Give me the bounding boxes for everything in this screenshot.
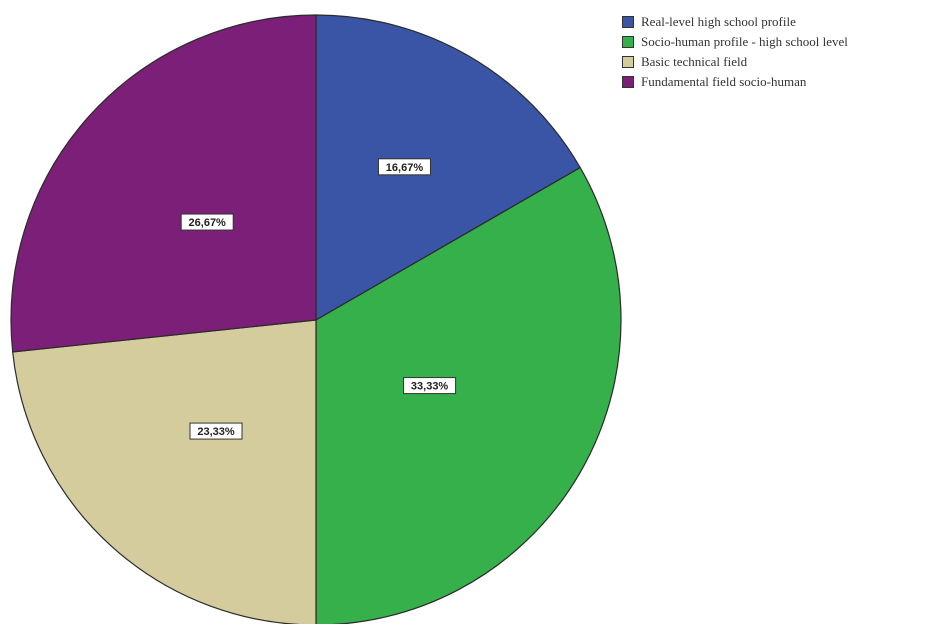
legend-swatch xyxy=(622,36,634,48)
pie-slices xyxy=(10,14,622,624)
legend-swatch xyxy=(622,76,634,88)
data-label-text: 23,33% xyxy=(197,426,235,438)
legend-label: Socio-human profile - high school level xyxy=(641,34,848,49)
data-label-real-level-high-school-profile: 16,67% xyxy=(377,158,431,176)
data-label-text: 26,67% xyxy=(189,217,227,229)
data-label-box xyxy=(189,422,243,440)
legend-swatch xyxy=(622,16,634,28)
data-label-text: 33,33% xyxy=(411,381,449,393)
legend-item-basic-technical-field: Basic technical field xyxy=(622,52,937,72)
data-label-socio-human-profile: 33,33% xyxy=(403,377,457,395)
data-label-box xyxy=(377,158,431,176)
pie-slice-socio-human-profile xyxy=(315,166,622,624)
data-label-basic-technical-field: 23,33% xyxy=(189,422,243,440)
legend-label: Basic technical field xyxy=(641,54,748,69)
legend-label: Fundamental field socio-human xyxy=(641,74,807,89)
data-label-text: 16,67% xyxy=(386,162,424,174)
data-label-box xyxy=(403,377,457,395)
data-label-box xyxy=(180,213,234,231)
legend-item-real-level-high-school-profile: Real-level high school profile xyxy=(622,12,937,32)
legend-label: Real-level high school profile xyxy=(641,14,796,29)
legend-swatch xyxy=(622,56,634,68)
pie-slice-fundamental-field-socio-human xyxy=(10,14,317,353)
legend-item-fundamental-field-socio-human: Fundamental field socio-human xyxy=(622,72,937,92)
pie-slice-basic-technical-field xyxy=(12,319,317,624)
data-label-fundamental-field-socio-human: 26,67% xyxy=(180,213,234,231)
pie-slice-real-level-high-school-profile xyxy=(315,14,581,322)
legend-item-socio-human-profile: Socio-human profile - high school level xyxy=(622,32,937,52)
pie-data-labels: 16,67% 33,33% 23,33% 26,67% xyxy=(180,158,457,440)
chart-legend: Real-level high school profile Socio-hum… xyxy=(622,12,937,92)
